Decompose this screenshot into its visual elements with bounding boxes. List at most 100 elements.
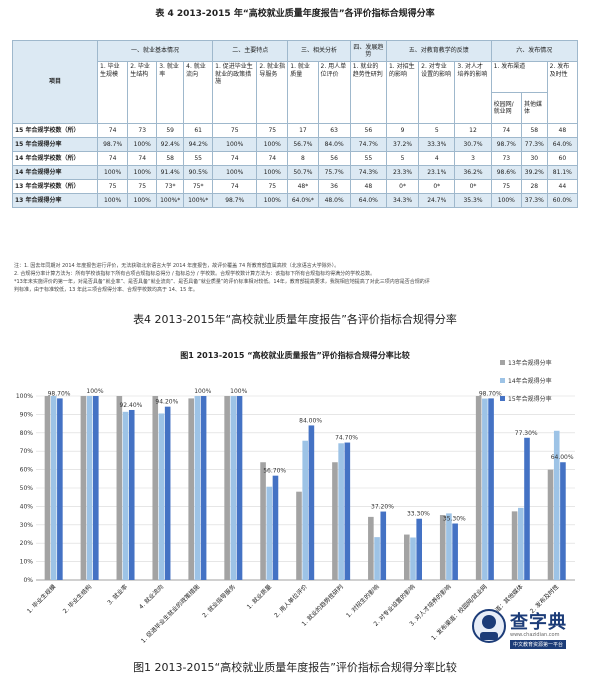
bar xyxy=(560,462,566,580)
y-tick-label: 40% xyxy=(20,503,34,510)
table-cell: 34.3% xyxy=(385,193,420,208)
table-cell: 100% xyxy=(490,193,522,208)
table-row: 13 年合规学校数（所） 75 75 73* 75* 74 75 48* 36 48 0* 0* 0* 7… xyxy=(12,179,579,194)
bar xyxy=(80,396,87,580)
sub-header: 2. 就业指导服务 xyxy=(256,61,289,124)
table-cell: 100% xyxy=(256,193,289,208)
sub-header: 3. 就业率 xyxy=(156,61,185,124)
data-label: 77.30% xyxy=(515,430,538,437)
table-cell: 48* xyxy=(287,179,319,194)
bar xyxy=(308,425,315,580)
table-group-row: 项目 一、就业基本情况 二、主要特点 三、相关分析 四、发展趋势 五、对教育教学… xyxy=(12,40,579,124)
bar xyxy=(482,398,488,580)
bar xyxy=(158,413,165,580)
bar xyxy=(344,442,351,580)
bar xyxy=(404,534,410,580)
table-cell: 98.7% xyxy=(490,137,522,152)
sub-header: 4. 就业流向 xyxy=(183,61,214,124)
table-sub-row: 1. 毕业生规模 2. 毕业生结构 3. 就业率 4. 就业流向 1. 促进毕业… xyxy=(13,61,579,124)
table-cell: 74 xyxy=(96,151,129,166)
table-cell: 100% xyxy=(212,165,258,180)
table-cell: 58 xyxy=(156,151,185,166)
bar xyxy=(547,469,554,580)
group-header: 六、发布情况 xyxy=(490,40,579,62)
table-cell: 64.0%* xyxy=(287,193,319,208)
y-tick-label: 30% xyxy=(20,522,34,529)
bar xyxy=(338,443,344,580)
table-cell: 30.7% xyxy=(454,137,492,152)
legend-label: 13年合规得分率 xyxy=(508,359,552,367)
table-cell: 56 xyxy=(349,123,387,138)
bar xyxy=(122,411,129,580)
table-cell: 64.0% xyxy=(349,193,387,208)
table-cell: 33.3% xyxy=(418,137,456,152)
table-cell: 75* xyxy=(183,179,214,194)
bar xyxy=(128,409,135,580)
table-row: 13 年合规得分率 100% 100% 100%* 100%* 98.7% 100% 64.0… xyxy=(12,193,579,208)
x-tick-label: 2. 用人单位评价 xyxy=(272,583,309,620)
channel-header: 校园网/就业网 xyxy=(490,92,522,124)
table-caption: 表4 2013-2015年“高校就业质量年度报告”各评价指标合规得分率 xyxy=(133,313,457,326)
table-cell: 36.2% xyxy=(454,165,492,180)
table-cell: 50.7% xyxy=(287,165,319,180)
table-cell: 5 xyxy=(385,151,420,166)
sub-header: 2. 毕业生结构 xyxy=(127,61,158,124)
table-cell: 24.7% xyxy=(418,193,456,208)
note-line: 2. 合规得分率计算方法为：所有学校该指标下所有合项合规指标总得分 / 指标总分… xyxy=(14,271,376,277)
table-cell: 75 xyxy=(256,179,289,194)
y-tick-label: 90% xyxy=(20,411,34,418)
bar xyxy=(260,462,266,580)
legend-swatch xyxy=(500,378,505,383)
table-cell: 75.7% xyxy=(317,165,351,180)
x-tick-label: 2. 毕业生结构 xyxy=(61,583,93,615)
table-cell: 75 xyxy=(212,123,258,138)
table-cell: 37.2% xyxy=(385,137,420,152)
table-cell: 35.3% xyxy=(454,193,492,208)
sub-header: 2. 发布及时性 xyxy=(546,61,579,124)
table-cell: 23.1% xyxy=(418,165,456,180)
x-tick-label: 1. 毕业生规模 xyxy=(25,583,57,615)
channel-header: 其他媒体 xyxy=(520,92,548,124)
bar xyxy=(116,396,123,580)
table-cell: 0* xyxy=(418,179,456,194)
y-tick-label: 100% xyxy=(16,393,33,400)
sub-header: 1. 发布渠道 xyxy=(490,61,548,93)
table-cell: 74 xyxy=(212,151,258,166)
table-cell: 100% xyxy=(96,193,129,208)
data-label: 35.30% xyxy=(443,516,466,523)
table-cell: 73 xyxy=(490,151,522,166)
bar xyxy=(553,430,560,580)
sub-header: 1. 就业的趋势性研判 xyxy=(349,61,387,124)
table-cell: 61 xyxy=(183,123,214,138)
table-cell: 30 xyxy=(520,151,548,166)
table-cell: 94.2% xyxy=(183,137,214,152)
table-cell: 74 xyxy=(96,123,129,138)
x-tick-label: 3. 就业率 xyxy=(105,583,129,607)
bar xyxy=(374,537,380,580)
y-tick-label: 60% xyxy=(20,467,34,474)
table-cell: 74 xyxy=(490,123,522,138)
bar xyxy=(446,513,452,580)
bar xyxy=(224,396,230,580)
y-tick-label: 20% xyxy=(20,540,34,547)
data-label: 84.00% xyxy=(299,417,322,424)
table-cell: 0* xyxy=(454,179,492,194)
sub-header: 3. 对人才培养的影响 xyxy=(454,61,492,124)
bar xyxy=(416,518,422,580)
logo-url: www.chazidian.com xyxy=(510,632,560,638)
table-cell: 100% xyxy=(212,137,258,152)
data-label: 100% xyxy=(230,388,247,395)
bar xyxy=(380,511,387,580)
data-label: 74.70% xyxy=(335,435,358,442)
table-cell: 4 xyxy=(418,151,456,166)
y-tick-label: 0% xyxy=(23,577,33,584)
bar xyxy=(302,440,308,580)
table-cell: 17 xyxy=(287,123,319,138)
bar xyxy=(200,396,207,580)
table-cell: 12 xyxy=(454,123,492,138)
bar xyxy=(194,396,201,580)
y-tick-label: 70% xyxy=(20,448,34,455)
bar xyxy=(44,396,51,580)
table-cell: 77.3% xyxy=(520,137,548,152)
chart-title: 图1 2013-2015 “高校就业质量报告”评价指标合规得分率比较 xyxy=(180,351,410,360)
